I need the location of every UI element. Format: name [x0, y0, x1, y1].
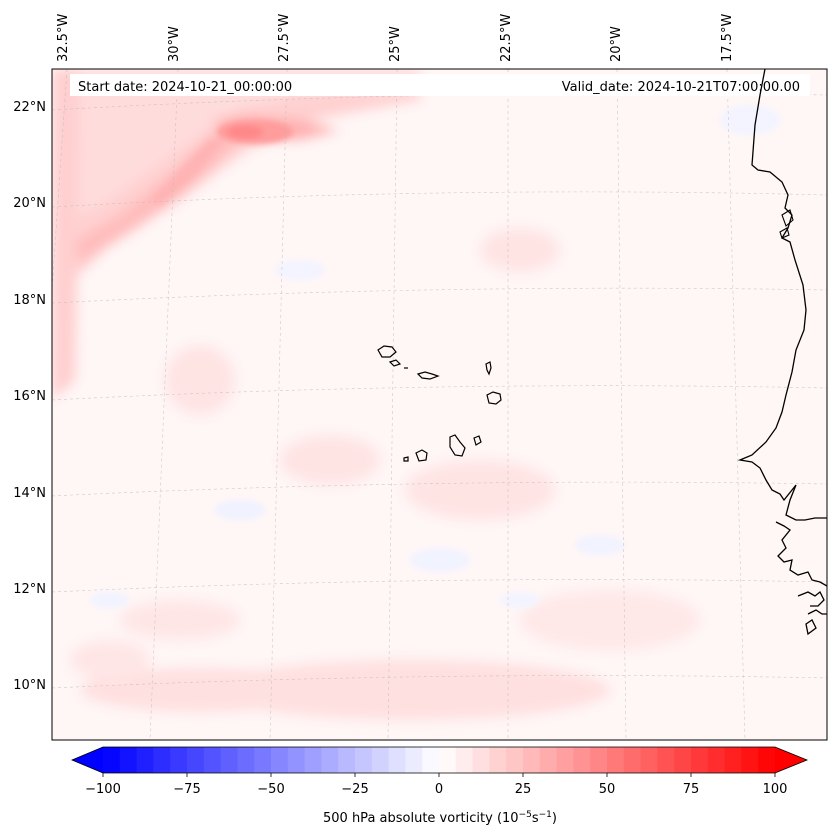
colorbar-bin [338, 747, 356, 773]
colorbar-bin [556, 747, 574, 773]
map-frame [51, 68, 828, 741]
colorbar-bin [758, 747, 776, 773]
island-sao-nicolau [416, 371, 440, 380]
colorbar-extend-min [72, 747, 103, 773]
colorbar-label-end: ) [552, 811, 557, 826]
colorbar-bin [254, 747, 272, 773]
colorbar-bin [271, 747, 289, 773]
lon-tick-labels: 32.5°W 30°W 27.5°W 25°W 22.5°W 20°W 17.5… [56, 14, 735, 62]
island-santiago [449, 434, 466, 457]
colorbar-bin [355, 747, 373, 773]
colorbar-tick-label: −75 [173, 782, 200, 797]
colorbar-tick-label: 75 [683, 782, 700, 797]
vorticity-field [52, 69, 780, 720]
colorbar-label-main: 500 hPa absolute vorticity (10 [323, 811, 519, 826]
island-brava [403, 456, 409, 462]
colorbar-bin [321, 747, 339, 773]
colorbar-tick-label: 50 [599, 782, 616, 797]
lat-tick-label: 10°N [13, 678, 46, 693]
lon-tick-label: 22.5°W [499, 14, 514, 62]
colorbar-tick-label: 25 [515, 782, 532, 797]
colorbar-ticks: −100 −75 −50 −25 0 25 50 75 100 [85, 773, 787, 797]
start-date-label: Start date: 2024-10-21_00:00:00 [78, 80, 292, 95]
colorbar-label-exp2: −1 [539, 810, 552, 820]
colorbar-bin [623, 747, 641, 773]
colorbar-bin [590, 747, 608, 773]
colorbar-bin [640, 747, 658, 773]
gridlines [52, 69, 827, 740]
island-boa-vista [486, 391, 502, 405]
colorbar-bin [724, 747, 742, 773]
colorbar-bin [691, 747, 709, 773]
colorbar-bin [237, 747, 255, 773]
colorbar: −100 −75 −50 −25 0 25 50 75 100 500 hPa absolute… [70, 746, 809, 826]
coastline-island-s [779, 227, 790, 239]
date-strip [70, 74, 810, 96]
island-sao-vicente [388, 359, 402, 367]
colorbar-tick-label: 0 [435, 782, 443, 797]
cape-verde-islands [377, 345, 502, 462]
colorbar-tick-label: −50 [257, 782, 284, 797]
colorbar-bin [439, 747, 457, 773]
colorbar-bin [103, 747, 121, 773]
colorbar-bin [170, 747, 188, 773]
colorbar-bin [455, 747, 473, 773]
colorbar-label: 500 hPa absolute vorticity (10−5s−1) [323, 810, 557, 826]
island-maio [473, 435, 482, 446]
colorbar-bin [422, 747, 440, 773]
colorbar-bin [707, 747, 725, 773]
valid-date-label: Valid_date: 2024-10-21T07:00:00.00 [562, 80, 800, 95]
colorbar-tick-label: −25 [341, 782, 368, 797]
colorbar-bin [304, 747, 322, 773]
lat-tick-label: 20°N [13, 196, 46, 211]
colorbar-bin [539, 747, 557, 773]
colorbar-bin [405, 747, 423, 773]
african-coastline [737, 69, 827, 636]
lon-tick-label: 32.5°W [56, 14, 71, 62]
colorbar-bin [506, 747, 524, 773]
lat-tick-label: 12°N [13, 582, 46, 597]
lon-tick-label: 27.5°W [277, 14, 292, 62]
colorbar-bin [523, 747, 541, 773]
colorbar-bin [203, 747, 221, 773]
colorbar-bin [388, 747, 406, 773]
colorbar-bin [489, 747, 507, 773]
colorbar-bin [153, 747, 171, 773]
lon-tick-label: 20°W [609, 26, 624, 62]
colorbar-bin [287, 747, 305, 773]
map-panel [52, 69, 827, 740]
colorbar-bin [573, 747, 591, 773]
lat-tick-label: 14°N [13, 486, 46, 501]
lat-tick-label: 22°N [13, 100, 46, 115]
colorbar-bin [674, 747, 692, 773]
colorbar-bin [220, 747, 238, 773]
lon-tick-label: 30°W [167, 26, 182, 62]
island-santo-antao [377, 345, 397, 358]
colorbar-bin [657, 747, 675, 773]
colorbar-bin [741, 747, 759, 773]
colorbar-bin [371, 747, 389, 773]
colorbar-label-mid: s [532, 811, 539, 826]
island-fogo [415, 449, 428, 462]
lat-tick-label: 18°N [13, 293, 46, 308]
lon-tick-label: 17.5°W [720, 14, 735, 62]
island-sal [485, 361, 492, 376]
colorbar-bin [187, 747, 205, 773]
colorbar-extend-max [775, 747, 807, 773]
colorbar-bin [119, 747, 137, 773]
lat-tick-label: 16°N [13, 389, 46, 404]
lon-tick-label: 25°W [388, 26, 403, 62]
colorbar-bins [103, 747, 776, 773]
colorbar-bin [136, 747, 154, 773]
coastline-island-n [781, 209, 794, 227]
colorbar-label-exp1: −5 [519, 810, 532, 820]
colorbar-tick-label: −100 [85, 782, 121, 797]
lat-tick-labels: 22°N 20°N 18°N 16°N 14°N 12°N 10°N [13, 100, 46, 693]
colorbar-bin [472, 747, 490, 773]
colorbar-tick-label: 100 [763, 782, 788, 797]
colorbar-bin [607, 747, 625, 773]
